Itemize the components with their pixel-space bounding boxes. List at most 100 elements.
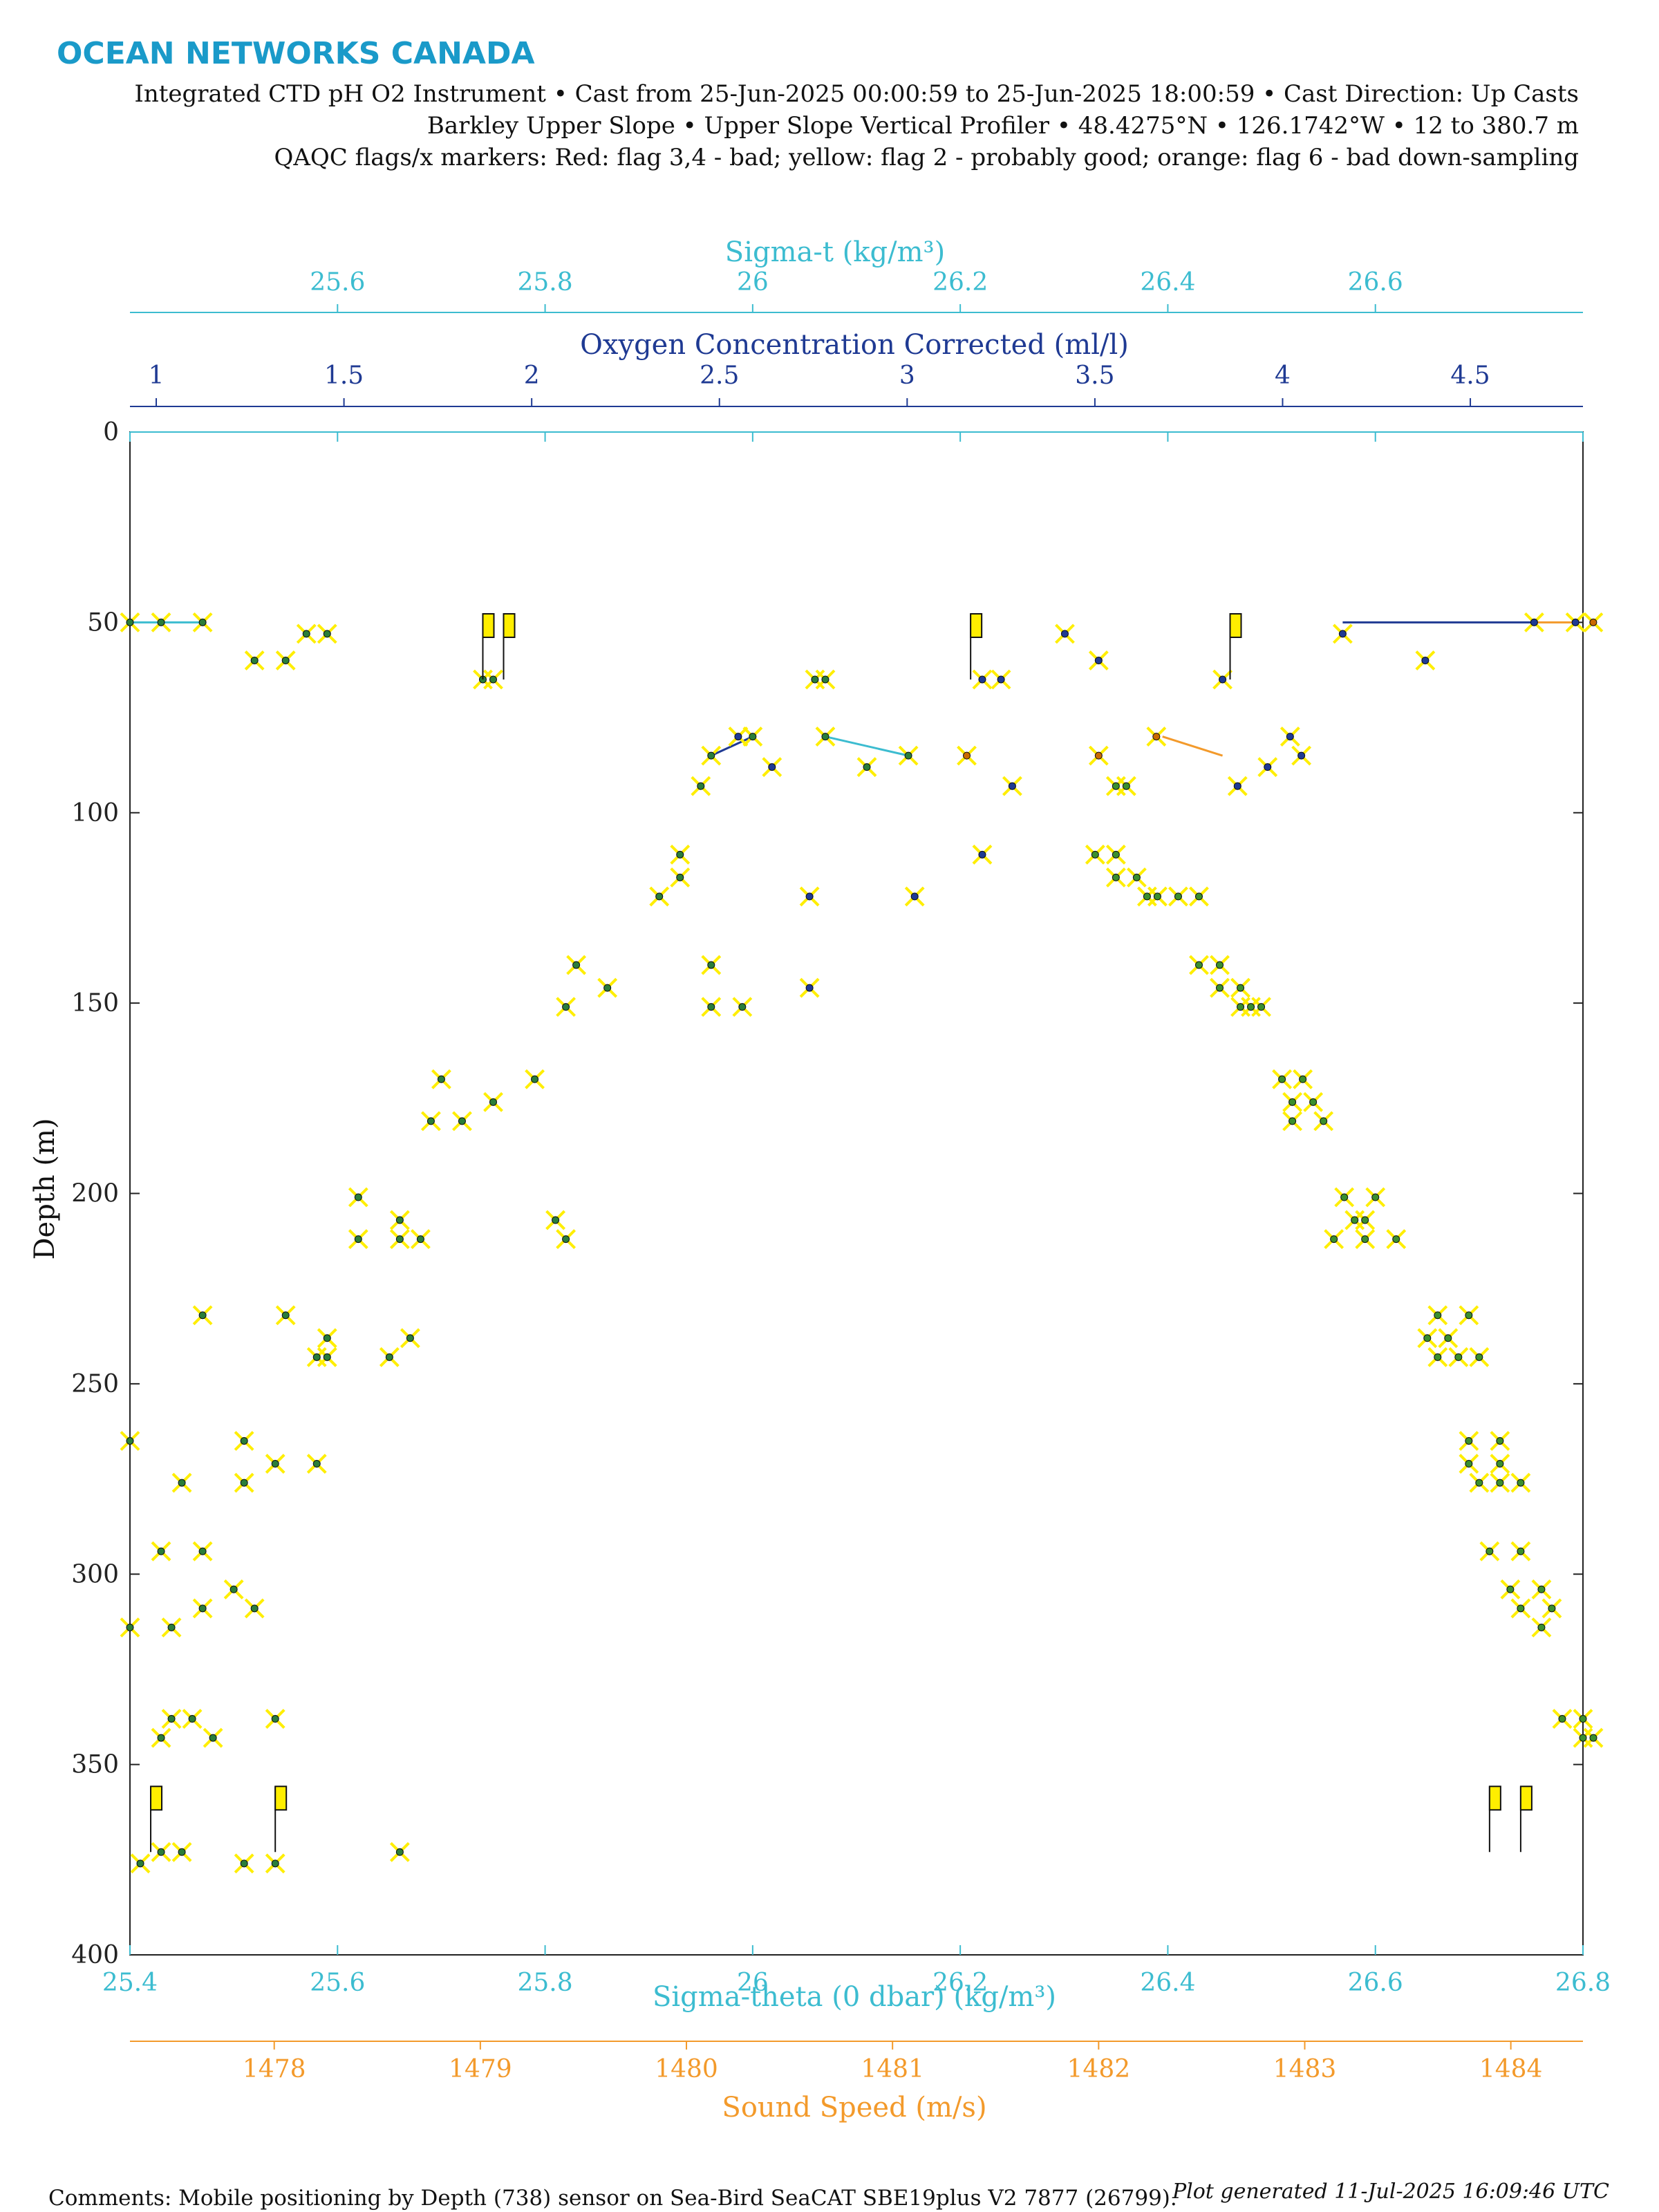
data-point bbox=[151, 612, 171, 632]
data-point bbox=[1510, 1598, 1531, 1619]
data-points bbox=[120, 612, 1604, 1874]
qaqc-flag bbox=[1229, 612, 1242, 679]
data-point bbox=[1573, 1709, 1593, 1729]
data-point bbox=[244, 650, 265, 671]
depth-tick-label: 200 bbox=[71, 1180, 119, 1208]
oxygen-tick-label: 4.5 bbox=[1450, 362, 1490, 390]
data-point bbox=[1230, 977, 1250, 998]
data-point bbox=[1105, 844, 1126, 865]
series-lines bbox=[130, 621, 1576, 757]
data-point bbox=[265, 1853, 285, 1874]
sigma-t-tick-label: 26.2 bbox=[932, 268, 988, 297]
sound-speed-axis-title: Sound Speed (m/s) bbox=[722, 2092, 986, 2124]
depth-tick-label: 300 bbox=[71, 1560, 119, 1588]
data-point bbox=[1427, 1305, 1448, 1326]
data-point bbox=[151, 1841, 171, 1862]
data-point bbox=[203, 1727, 223, 1748]
data-point bbox=[161, 1709, 182, 1729]
data-point bbox=[1415, 650, 1436, 671]
sigma-theta-tick-label: 26.4 bbox=[1140, 1969, 1195, 1997]
data-point bbox=[1280, 727, 1300, 747]
sigma-t-axis-title: Sigma-t (kg/m³) bbox=[725, 236, 945, 268]
data-point bbox=[171, 1472, 192, 1493]
data-point bbox=[1293, 1069, 1313, 1089]
data-point bbox=[1210, 955, 1230, 975]
data-point bbox=[317, 624, 337, 644]
data-point bbox=[421, 1111, 441, 1132]
depth-axis-title: Depth (m) bbox=[29, 1118, 61, 1259]
data-point bbox=[1459, 1431, 1479, 1451]
data-point bbox=[1531, 1617, 1552, 1638]
data-point bbox=[670, 867, 691, 888]
data-point bbox=[1105, 776, 1126, 796]
data-point bbox=[120, 1617, 140, 1638]
data-point bbox=[1146, 727, 1167, 747]
sound-speed-tick-label: 1479 bbox=[449, 2055, 512, 2083]
data-point bbox=[1438, 1328, 1459, 1349]
sigma-theta-tick-label: 26.6 bbox=[1348, 1969, 1403, 1997]
data-point bbox=[483, 1091, 503, 1112]
data-point bbox=[1088, 745, 1109, 766]
header-line-2: Barkley Upper Slope • Upper Slope Vertic… bbox=[427, 112, 1579, 140]
qaqc-flag bbox=[970, 612, 983, 679]
sound-speed-tick-label: 1484 bbox=[1479, 2055, 1543, 2083]
sigma-theta-axis-title: Sigma-theta (0 dbar) (kg/m³) bbox=[653, 1981, 1056, 2013]
data-point bbox=[1583, 612, 1604, 632]
data-point bbox=[1116, 776, 1136, 796]
data-point bbox=[701, 997, 722, 1018]
data-point bbox=[1427, 1347, 1448, 1367]
data-point bbox=[1251, 997, 1271, 1018]
data-point bbox=[1189, 886, 1209, 907]
data-point bbox=[389, 1841, 410, 1862]
sigma-theta-tick-label: 25.4 bbox=[102, 1969, 158, 1997]
data-point bbox=[1469, 1347, 1490, 1367]
qaqc-flag bbox=[1488, 1785, 1501, 1853]
data-point bbox=[1386, 1229, 1407, 1250]
data-point bbox=[1565, 612, 1586, 632]
data-point bbox=[348, 1187, 368, 1208]
data-point bbox=[972, 844, 993, 865]
data-point bbox=[120, 1431, 140, 1451]
data-point bbox=[348, 1229, 368, 1250]
data-point bbox=[799, 886, 820, 907]
qaqc-flag bbox=[150, 1785, 163, 1853]
data-point bbox=[192, 1598, 213, 1619]
data-point bbox=[762, 757, 782, 778]
data-point bbox=[389, 1229, 410, 1250]
data-point bbox=[400, 1328, 420, 1349]
depth-tick-label: 400 bbox=[71, 1941, 119, 1969]
data-point bbox=[1088, 650, 1109, 671]
sound-speed-tick-label: 1482 bbox=[1067, 2055, 1131, 2083]
data-point bbox=[904, 886, 925, 907]
data-point bbox=[1365, 1187, 1386, 1208]
plot-frame bbox=[129, 431, 1584, 1956]
data-point bbox=[171, 1841, 192, 1862]
oxygen-tick-label: 1.5 bbox=[324, 362, 364, 390]
data-point bbox=[317, 1347, 337, 1367]
data-point bbox=[1552, 1709, 1573, 1729]
data-point bbox=[1282, 1111, 1303, 1132]
data-point bbox=[410, 1229, 431, 1250]
data-point bbox=[265, 1709, 285, 1729]
oxygen-tick-label: 2.5 bbox=[700, 362, 739, 390]
data-point bbox=[234, 1431, 254, 1451]
sigma-theta-tick-label: 26.2 bbox=[932, 1969, 988, 1997]
data-point bbox=[452, 1111, 472, 1132]
data-point bbox=[1479, 1541, 1500, 1562]
data-point bbox=[234, 1472, 254, 1493]
data-point bbox=[431, 1069, 451, 1089]
oxygen-tick-label: 4 bbox=[1275, 362, 1291, 390]
oxygen-tick-label: 3 bbox=[899, 362, 915, 390]
data-point bbox=[815, 727, 836, 747]
data-point bbox=[1355, 1210, 1376, 1230]
data-point bbox=[1500, 1579, 1521, 1600]
sound-speed-tick-label: 1480 bbox=[655, 2055, 718, 2083]
data-point bbox=[957, 745, 977, 766]
oxygen-tick-label: 1 bbox=[149, 362, 165, 390]
oxygen-tick-label: 3.5 bbox=[1075, 362, 1114, 390]
sigma-theta-tick-label: 25.8 bbox=[517, 1969, 572, 1997]
data-point bbox=[223, 1579, 244, 1600]
data-point bbox=[306, 1454, 327, 1474]
sound-speed-tick-label: 1478 bbox=[243, 2055, 306, 2083]
